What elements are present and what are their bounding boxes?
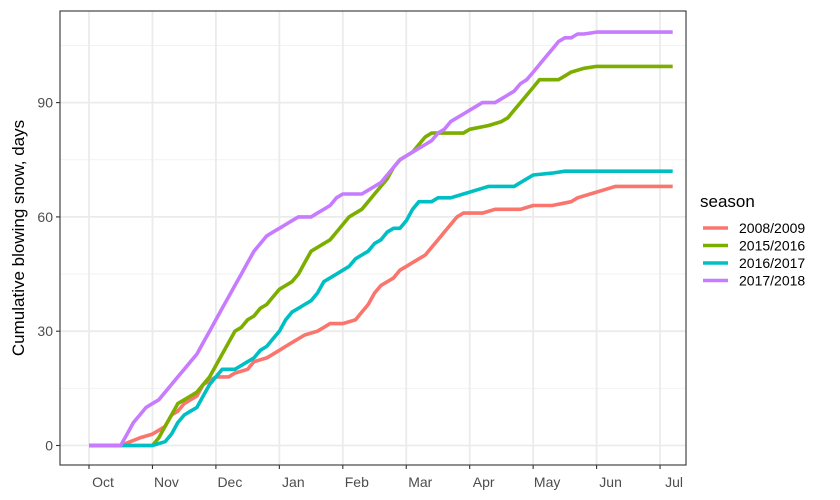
legend-title: season bbox=[700, 192, 755, 211]
x-tick-label: Jun bbox=[599, 474, 622, 490]
legend-label-2008-2009: 2008/2009 bbox=[739, 220, 805, 236]
x-tick-label: Feb bbox=[345, 474, 369, 490]
grid-minor bbox=[60, 44, 686, 389]
legend-label-2017-2018: 2017/2018 bbox=[739, 273, 805, 289]
x-tick-label: Nov bbox=[154, 474, 179, 490]
series-line-2016-2017 bbox=[89, 169, 673, 448]
y-tick-label: 90 bbox=[37, 95, 53, 111]
series-line-2015-2016 bbox=[89, 64, 673, 448]
x-axis-ticks: Oct Nov Dec Jan Feb Mar Apr May Jun Jul bbox=[88, 465, 683, 490]
x-tick-label: Mar bbox=[408, 474, 432, 490]
x-tick-label: May bbox=[534, 474, 560, 490]
legend-label-2016-2017: 2016/2017 bbox=[739, 255, 805, 271]
x-tick-label: Dec bbox=[217, 474, 242, 490]
y-tick-label: 0 bbox=[45, 438, 53, 454]
y-axis-title: Cumulative blowing snow, days bbox=[9, 120, 28, 356]
legend-label-2015-2016: 2015/2016 bbox=[739, 238, 805, 254]
series-lines bbox=[89, 30, 673, 448]
x-tick-label: Jan bbox=[282, 474, 305, 490]
panel-border bbox=[59, 10, 687, 466]
y-axis-ticks: 0 30 60 90 bbox=[37, 95, 60, 454]
y-tick-label: 30 bbox=[37, 323, 53, 339]
x-tick-label: Jul bbox=[665, 474, 683, 490]
x-tick-label: Oct bbox=[92, 474, 114, 490]
y-tick-label: 60 bbox=[37, 209, 53, 225]
grid-major bbox=[60, 11, 686, 465]
series-line-2017-2018 bbox=[89, 30, 673, 448]
series-line-2008-2009 bbox=[89, 184, 673, 448]
x-tick-label: Apr bbox=[473, 474, 495, 490]
